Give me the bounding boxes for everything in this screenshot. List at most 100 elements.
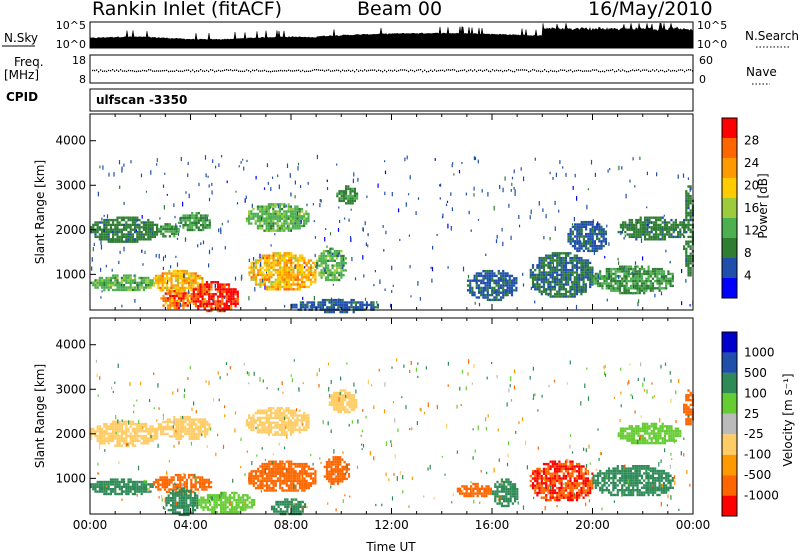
- data-cell: [482, 286, 485, 290]
- data-cell: [430, 266, 432, 269]
- data-cell: [287, 207, 290, 211]
- data-cell: [140, 422, 143, 426]
- data-cell: [252, 477, 255, 480]
- data-cell: [227, 290, 231, 293]
- data-cell: [265, 472, 269, 475]
- freq-sample: [220, 70, 222, 72]
- data-cell: [199, 285, 202, 289]
- data-cell: [475, 281, 478, 285]
- data-cell: [571, 237, 574, 241]
- data-cell: [129, 286, 132, 289]
- data-cell: [513, 281, 516, 285]
- data-cell: [601, 275, 604, 278]
- data-cell: [265, 210, 268, 213]
- data-cell: [188, 435, 191, 438]
- data-cell: [196, 488, 199, 491]
- data-cell: [245, 419, 248, 422]
- data-cell: [135, 229, 138, 232]
- data-cell: [175, 306, 178, 310]
- data-cell: [338, 266, 341, 270]
- data-cell: [640, 279, 644, 283]
- data-cell: [259, 431, 262, 434]
- data-cell: [195, 224, 198, 227]
- data-cell: [142, 483, 145, 486]
- data-cell: [370, 301, 373, 304]
- data-cell: [298, 414, 301, 417]
- data-cell: [602, 228, 605, 231]
- data-cell: [142, 288, 145, 292]
- data-cell: [471, 286, 474, 290]
- data-cell: [666, 228, 669, 231]
- data-cell: [181, 277, 184, 280]
- data-cell: [120, 238, 123, 241]
- data-cell: [181, 269, 184, 273]
- data-cell: [373, 284, 375, 287]
- data-cell: [149, 485, 152, 488]
- data-cell: [580, 244, 583, 248]
- freq-sample: [590, 70, 592, 72]
- data-cell: [298, 212, 301, 216]
- data-cell: [105, 233, 108, 236]
- data-cell: [499, 277, 503, 280]
- data-cell: [655, 230, 658, 234]
- data-cell: [650, 228, 653, 231]
- data-cell: [103, 281, 106, 284]
- data-cell: [250, 212, 253, 216]
- data-cell: [278, 224, 281, 228]
- data-cell: [293, 303, 296, 307]
- freq-sample: [502, 70, 504, 73]
- data-cell: [125, 485, 128, 488]
- data-cell: [344, 406, 347, 409]
- data-cell: [480, 286, 483, 290]
- data-cell: [265, 465, 269, 468]
- data-cell: [633, 273, 635, 277]
- data-cell: [219, 288, 222, 291]
- data-cell: [547, 278, 550, 281]
- data-cell: [116, 284, 119, 287]
- data-cell: [617, 230, 620, 234]
- data-cell: [329, 251, 331, 254]
- data-cell: [409, 175, 411, 180]
- data-cell: [287, 252, 291, 255]
- data-cell: [292, 227, 295, 230]
- data-cell: [639, 216, 642, 219]
- data-cell: [283, 285, 286, 289]
- data-cell: [540, 278, 543, 281]
- freq-sample: [230, 69, 232, 71]
- data-cell: [582, 244, 585, 248]
- data-cell: [296, 211, 298, 216]
- data-cell: [177, 279, 180, 282]
- data-cell: [156, 228, 159, 231]
- data-cell: [333, 398, 336, 402]
- freq-sample: [654, 70, 656, 72]
- data-cell: [484, 296, 487, 299]
- data-cell: [270, 244, 272, 247]
- data-cell: [582, 237, 585, 241]
- data-cell: [272, 212, 275, 216]
- data-cell: [136, 485, 139, 488]
- data-cell: [287, 256, 291, 260]
- data-cell: [350, 408, 353, 411]
- freq-sample: [334, 69, 336, 72]
- data-cell: [182, 302, 185, 305]
- colorbar-tick-label: 4: [744, 269, 752, 283]
- data-cell: [174, 483, 177, 486]
- data-cell: [295, 306, 298, 309]
- data-cell: [103, 492, 106, 496]
- data-cell: [248, 217, 251, 220]
- data-cell: [268, 271, 271, 274]
- data-cell: [285, 280, 288, 284]
- data-cell: [567, 232, 570, 236]
- data-cell: [259, 205, 262, 208]
- data-cell: [129, 437, 132, 440]
- data-cell: [292, 416, 295, 420]
- data-cell: [219, 293, 222, 296]
- data-cell: [236, 290, 239, 293]
- data-cell: [602, 230, 605, 233]
- data-cell: [248, 423, 251, 427]
- data-cell: [594, 272, 597, 276]
- data-cell: [149, 281, 152, 284]
- freq-sample: [398, 69, 400, 72]
- data-cell: [112, 420, 115, 423]
- data-cell: [661, 238, 664, 241]
